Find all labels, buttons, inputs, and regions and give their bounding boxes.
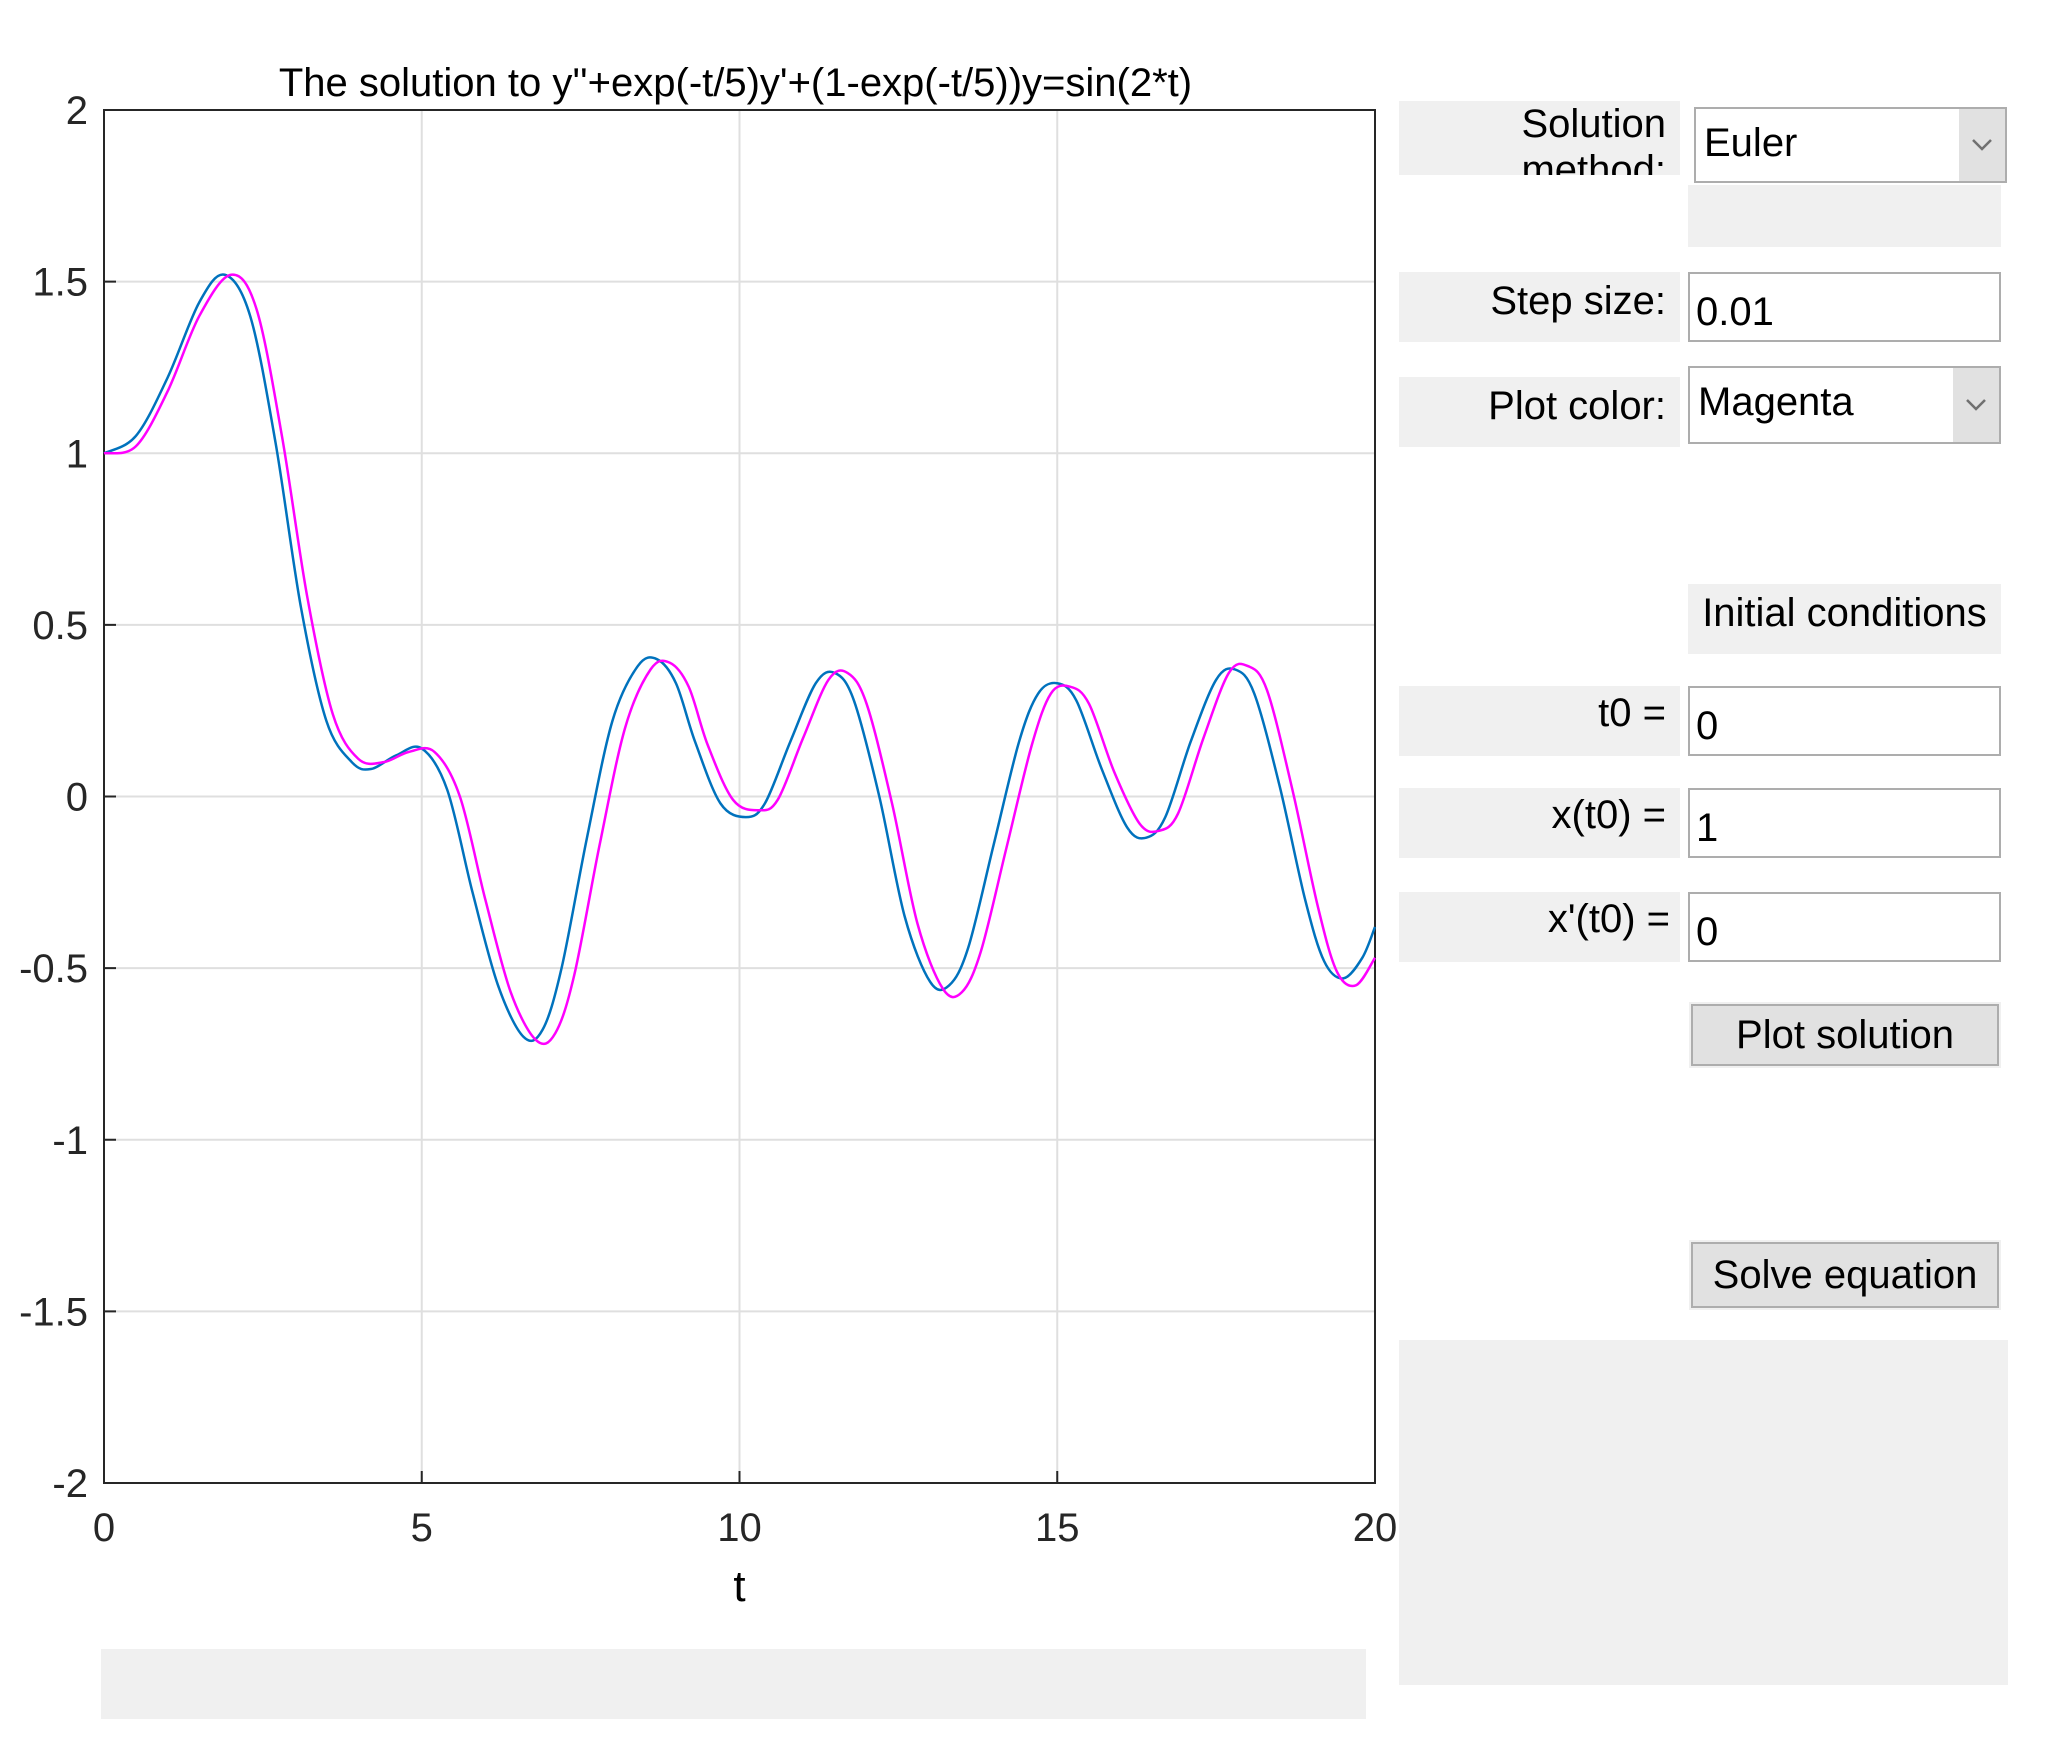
dx0-label: x'(t0) = bbox=[1399, 892, 1680, 962]
y-tick-label: 0.5 bbox=[32, 604, 88, 648]
t0-input[interactable] bbox=[1688, 686, 2001, 756]
y-tick-label: 1.5 bbox=[32, 261, 88, 305]
chart-title: The solution to y''+exp(-t/5)y'+(1-exp(-… bbox=[279, 61, 1192, 105]
chevron-down-icon[interactable] bbox=[1953, 368, 1999, 442]
step-label: Step size: bbox=[1399, 272, 1680, 342]
method-info-panel bbox=[1688, 185, 2001, 247]
initial-conditions-text: Initial conditions bbox=[1702, 591, 1987, 635]
x-tick-label: 0 bbox=[93, 1506, 115, 1550]
chevron-down-icon[interactable] bbox=[1959, 109, 2005, 181]
method-label-text: Solution method: bbox=[1521, 102, 1666, 175]
series-group bbox=[103, 273, 1377, 1046]
step-size-input[interactable] bbox=[1688, 272, 2001, 342]
t0-label: t0 = bbox=[1399, 686, 1680, 756]
solve-equation-button[interactable]: Solve equation bbox=[1689, 1240, 2001, 1310]
plot-color-value: Magenta bbox=[1698, 380, 1854, 424]
y-tick-label: -0.5 bbox=[19, 947, 88, 991]
x0-input[interactable] bbox=[1688, 788, 2001, 858]
y-tick-label: 2 bbox=[66, 89, 88, 133]
y-tick-label: 0 bbox=[66, 776, 88, 820]
x-tick-label: 10 bbox=[717, 1506, 762, 1550]
y-tick-label: -1 bbox=[52, 1119, 88, 1163]
method-dropdown[interactable]: Euler bbox=[1694, 107, 2007, 183]
method-dropdown-value: Euler bbox=[1704, 121, 1798, 165]
plot-solution-button[interactable]: Plot solution bbox=[1689, 1002, 2001, 1068]
axis-ticks: 0 5 10 15 20 2 1.5 1 0.5 0 -0.5 -1 -1.5 -2 bbox=[19, 89, 1397, 1550]
x-axis-label: t bbox=[733, 1562, 745, 1611]
plot-color-dropdown[interactable]: Magenta bbox=[1688, 366, 2001, 444]
x-tick-label: 20 bbox=[1353, 1506, 1398, 1550]
color-label-text: Plot color: bbox=[1488, 384, 1666, 428]
initial-conditions-title: Initial conditions bbox=[1688, 584, 2001, 654]
output-panel bbox=[1399, 1340, 2008, 1685]
method-label: Solution method: bbox=[1399, 101, 1680, 175]
series-line-2 bbox=[103, 273, 1377, 1046]
x0-label: x(t0) = bbox=[1399, 788, 1680, 858]
status-strip bbox=[101, 1649, 1366, 1719]
y-tick-label: -1.5 bbox=[19, 1290, 88, 1334]
t0-label-text: t0 = bbox=[1598, 691, 1666, 735]
x-tick-label: 15 bbox=[1035, 1506, 1080, 1550]
dx0-label-text: x'(t0) = bbox=[1547, 897, 1670, 941]
y-tick-label: 1 bbox=[66, 432, 88, 476]
series-line-1 bbox=[103, 273, 1377, 1043]
x0-label-text: x(t0) = bbox=[1551, 793, 1666, 837]
color-label: Plot color: bbox=[1399, 377, 1680, 447]
x-tick-label: 5 bbox=[411, 1506, 433, 1550]
step-label-text: Step size: bbox=[1490, 279, 1666, 323]
dx0-input[interactable] bbox=[1688, 892, 2001, 962]
y-tick-label: -2 bbox=[52, 1462, 88, 1506]
